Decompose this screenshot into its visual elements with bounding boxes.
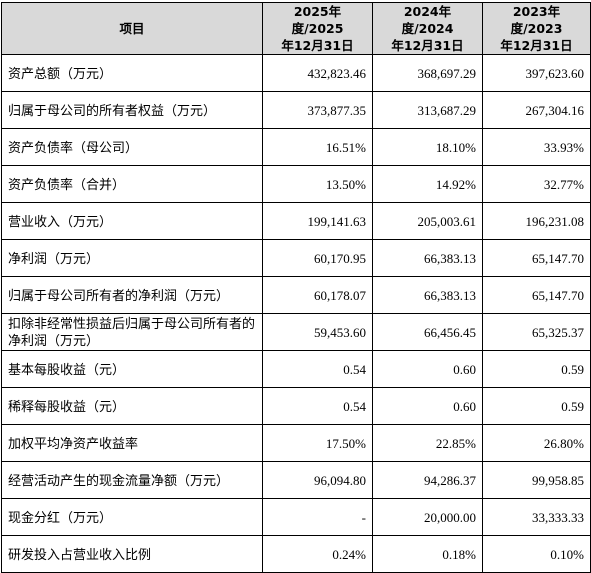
cell-value: 60,170.95 — [262, 239, 373, 277]
cell-value: 66,383.13 — [372, 239, 483, 277]
cell-value: 99,958.85 — [482, 461, 591, 499]
cell-value: 18.10% — [372, 128, 483, 166]
header-line: 2025年度/2025 — [291, 4, 344, 36]
cell-value: 0.18% — [372, 535, 483, 573]
row-label: 稀释每股收益（元） — [1, 387, 263, 425]
header-line: 年12月31日 — [500, 38, 573, 53]
table-row: 经营活动产生的现金流量净额（万元） 96,094.80 94,286.37 99,95… — [1, 461, 591, 499]
table-row: 资产负债率（合并） 13.50% 14.92% 32.77% — [1, 165, 591, 203]
row-label: 研发投入占营业收入比例 — [1, 535, 263, 573]
table-row: 净利润（万元） 60,170.95 66,383.13 65,147.70 — [1, 239, 591, 277]
cell-value: 0.59 — [482, 387, 591, 425]
row-label: 资产负债率（合并） — [1, 165, 263, 203]
cell-value: 94,286.37 — [372, 461, 483, 499]
header-cell: 2024年度/2024 年12月31日 — [372, 2, 483, 55]
row-label: 扣除非经常性损益后归属于母公司所有者的净利润（万元） — [1, 313, 263, 351]
header-line: 2023年度/2023 — [510, 4, 563, 36]
row-label: 归属于母公司的所有者权益（万元） — [1, 91, 263, 129]
cell-value: 397,623.60 — [482, 54, 591, 92]
cell-value: 65,147.70 — [482, 276, 591, 314]
cell-value: 26.80% — [482, 424, 591, 462]
cell-value: 96,094.80 — [262, 461, 373, 499]
row-label: 净利润（万元） — [1, 239, 263, 277]
table-row: 资产负债率（母公司） 16.51% 18.10% 33.93% — [1, 128, 591, 166]
table-row: 稀释每股收益（元） 0.54 0.60 0.59 — [1, 387, 591, 425]
cell-value: 65,147.70 — [482, 239, 591, 277]
table-row: 加权平均净资产收益率 17.50% 22.85% 26.80% — [1, 424, 591, 462]
row-label: 加权平均净资产收益率 — [1, 424, 263, 462]
cell-value: 14.92% — [372, 165, 483, 203]
cell-value: 199,141.63 — [262, 202, 373, 240]
cell-value: 0.60 — [372, 350, 483, 388]
cell-value: 368,697.29 — [372, 54, 483, 92]
cell-value: 0.54 — [262, 350, 373, 388]
table-row: 资产总额（万元） 432,823.46 368,697.29 397,623.60 — [1, 54, 591, 92]
cell-value: 20,000.00 — [372, 498, 483, 536]
row-label: 资产总额（万元） — [1, 54, 263, 92]
cell-value: 0.60 — [372, 387, 483, 425]
cell-value: 432,823.46 — [262, 54, 373, 92]
header-cell: 项目 — [1, 2, 263, 55]
cell-value: 0.10% — [482, 535, 591, 573]
cell-value: 313,687.29 — [372, 91, 483, 129]
table-row: 扣除非经常性损益后归属于母公司所有者的净利润（万元） 59,453.60 66,45… — [1, 313, 591, 351]
header-cell: 2023年度/2023 年12月31日 — [482, 2, 591, 55]
row-label: 经营活动产生的现金流量净额（万元） — [1, 461, 263, 499]
table-row: 基本每股收益（元） 0.54 0.60 0.59 — [1, 350, 591, 388]
cell-value: 205,003.61 — [372, 202, 483, 240]
header-line: 年12月31日 — [391, 38, 464, 53]
table-row: 营业收入（万元） 199,141.63 205,003.61 196,231.08 — [1, 202, 591, 240]
row-label: 营业收入（万元） — [1, 202, 263, 240]
cell-value: 267,304.16 — [482, 91, 591, 129]
cell-value: 17.50% — [262, 424, 373, 462]
row-label: 基本每股收益（元） — [1, 350, 263, 388]
header-line: 2024年度/2024 — [401, 4, 454, 36]
cell-value: 32.77% — [482, 165, 591, 203]
header-cell: 2025年度/2025 年12月31日 — [262, 2, 373, 55]
cell-value: 0.54 — [262, 387, 373, 425]
row-label: 现金分红（万元） — [1, 498, 263, 536]
header-line: 年12月31日 — [281, 38, 354, 53]
cell-value: 13.50% — [262, 165, 373, 203]
cell-value: 373,877.35 — [262, 91, 373, 129]
table-row: 归属于母公司所有者的净利润（万元） 60,178.07 66,383.13 65,14… — [1, 276, 591, 314]
cell-value: 66,456.45 — [372, 313, 483, 351]
header-row: 项目 2025年度/2025 年12月31日 2024年度/2024 年12月31日 20… — [1, 2, 591, 55]
cell-value: 0.59 — [482, 350, 591, 388]
row-label: 归属于母公司所有者的净利润（万元） — [1, 276, 263, 314]
cell-value: 22.85% — [372, 424, 483, 462]
cell-value: 60,178.07 — [262, 276, 373, 314]
table-row: 研发投入占营业收入比例 0.24% 0.18% 0.10% — [1, 535, 591, 573]
cell-value: 33.93% — [482, 128, 591, 166]
table-body: 资产总额（万元） 432,823.46 368,697.29 397,623.60 归属… — [1, 54, 591, 573]
cell-value: 66,383.13 — [372, 276, 483, 314]
cell-value: 0.24% — [262, 535, 373, 573]
cell-value: 33,333.33 — [482, 498, 591, 536]
table-row: 现金分红（万元） -20,000.00 33,333.33 — [1, 498, 591, 536]
cell-value: 59,453.60 — [262, 313, 373, 351]
cell-value: 16.51% — [262, 128, 373, 166]
row-label: 资产负债率（母公司） — [1, 128, 263, 166]
cell-value: - — [262, 498, 373, 536]
cell-value: 196,231.08 — [482, 202, 591, 240]
cell-value: 65,325.37 — [482, 313, 591, 351]
table-row: 归属于母公司的所有者权益（万元） 373,877.35 313,687.29 267,… — [1, 91, 591, 129]
